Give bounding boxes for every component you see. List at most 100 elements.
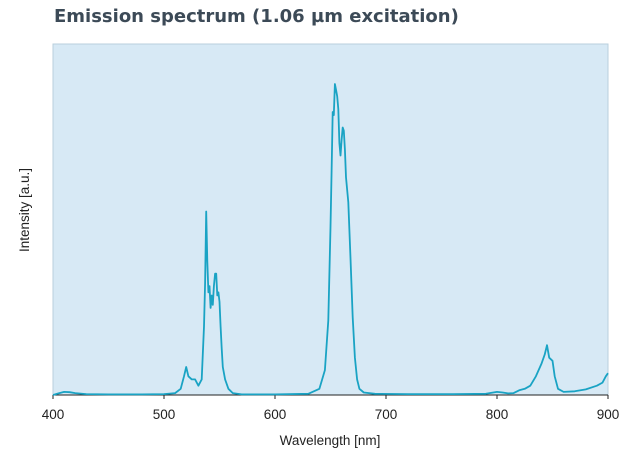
data-point bbox=[232, 392, 234, 394]
data-point bbox=[496, 391, 498, 393]
data-point bbox=[219, 301, 221, 303]
data-point bbox=[197, 385, 199, 387]
data-point bbox=[174, 392, 176, 394]
data-point bbox=[185, 366, 187, 368]
data-point bbox=[212, 304, 214, 306]
data-point bbox=[535, 375, 537, 377]
data-point bbox=[327, 319, 329, 321]
data-point bbox=[205, 211, 207, 213]
data-point bbox=[374, 393, 376, 395]
data-point bbox=[224, 378, 226, 380]
x-tick-label: 700 bbox=[375, 407, 398, 422]
data-point bbox=[69, 391, 71, 393]
data-point bbox=[452, 393, 454, 395]
data-point bbox=[211, 295, 213, 297]
x-tick-label: 800 bbox=[486, 407, 509, 422]
data-point bbox=[331, 170, 333, 172]
data-point bbox=[215, 273, 217, 275]
data-point bbox=[335, 89, 337, 91]
x-tick-label: 600 bbox=[264, 407, 287, 422]
data-point bbox=[548, 357, 550, 359]
data-point bbox=[217, 291, 219, 293]
data-point bbox=[163, 393, 165, 395]
data-point bbox=[180, 388, 182, 390]
data-point bbox=[340, 155, 342, 157]
data-point bbox=[350, 257, 352, 259]
data-point bbox=[183, 375, 185, 377]
data-point bbox=[216, 295, 218, 297]
data-point bbox=[407, 393, 409, 395]
data-point bbox=[108, 393, 110, 395]
data-point bbox=[203, 326, 205, 328]
data-point bbox=[546, 344, 548, 346]
data-point bbox=[338, 142, 340, 144]
data-point bbox=[194, 378, 196, 380]
y-axis-label: Intensity [a.u.] bbox=[17, 168, 32, 252]
data-point bbox=[557, 388, 559, 390]
data-point bbox=[330, 226, 332, 228]
data-point bbox=[141, 393, 143, 395]
data-point bbox=[363, 392, 365, 394]
data-point bbox=[187, 375, 189, 377]
data-point bbox=[341, 139, 343, 141]
data-point bbox=[324, 369, 326, 371]
data-point bbox=[502, 392, 504, 394]
data-point bbox=[241, 393, 243, 395]
data-point bbox=[345, 176, 347, 178]
data-point bbox=[307, 393, 309, 395]
data-point bbox=[552, 360, 554, 362]
data-point bbox=[206, 260, 208, 262]
data-point bbox=[607, 372, 609, 374]
data-point bbox=[63, 391, 65, 393]
data-point bbox=[602, 382, 604, 384]
data-point bbox=[204, 282, 206, 284]
x-tick-label: 500 bbox=[153, 407, 176, 422]
data-point bbox=[554, 375, 556, 377]
data-point bbox=[222, 366, 224, 368]
data-point bbox=[605, 375, 607, 377]
data-point bbox=[213, 285, 215, 287]
data-point bbox=[74, 392, 76, 394]
data-point bbox=[356, 378, 358, 380]
data-point bbox=[540, 363, 542, 365]
data-point bbox=[52, 394, 54, 396]
data-point bbox=[334, 83, 336, 85]
data-point bbox=[207, 291, 209, 293]
data-point bbox=[333, 114, 335, 116]
x-tick-label: 400 bbox=[42, 407, 65, 422]
data-point bbox=[221, 347, 223, 349]
data-point bbox=[574, 390, 576, 392]
data-point bbox=[513, 392, 515, 394]
data-point bbox=[507, 392, 509, 394]
data-point bbox=[354, 357, 356, 359]
data-point bbox=[544, 354, 546, 356]
data-point bbox=[201, 378, 203, 380]
data-point bbox=[343, 130, 345, 132]
data-point bbox=[85, 393, 87, 395]
data-point bbox=[336, 95, 338, 97]
data-point bbox=[191, 378, 193, 380]
data-point bbox=[524, 388, 526, 390]
data-point bbox=[318, 388, 320, 390]
data-point bbox=[485, 393, 487, 395]
data-point bbox=[352, 316, 354, 318]
data-point bbox=[342, 127, 344, 129]
data-point bbox=[337, 108, 339, 110]
data-point bbox=[210, 307, 212, 309]
data-point bbox=[518, 389, 520, 391]
x-tick-label: 900 bbox=[597, 407, 620, 422]
data-point bbox=[209, 285, 211, 287]
data-point bbox=[347, 201, 349, 203]
data-point bbox=[563, 391, 565, 393]
data-point bbox=[227, 388, 229, 390]
chart-title: Emission spectrum (1.06 µm excitation) bbox=[54, 6, 459, 27]
data-point bbox=[58, 392, 60, 394]
series-line-emission bbox=[52, 83, 609, 396]
data-point bbox=[585, 388, 587, 390]
x-axis-label: Wavelength [nm] bbox=[280, 433, 381, 448]
data-point bbox=[529, 385, 531, 387]
data-point bbox=[596, 385, 598, 387]
data-point bbox=[220, 326, 222, 328]
data-point bbox=[344, 148, 346, 150]
